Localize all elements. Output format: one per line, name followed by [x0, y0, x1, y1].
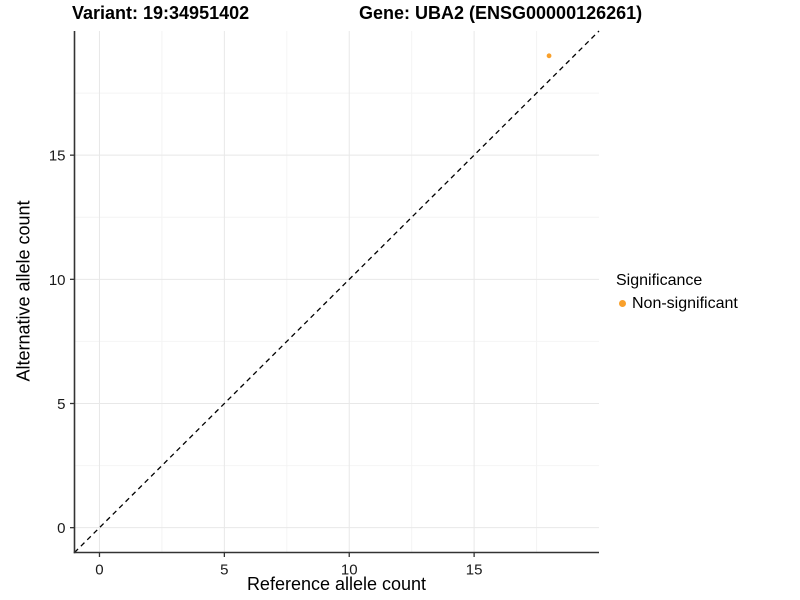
x-tick-label: 0	[95, 562, 103, 579]
legend-item-label: Non-significant	[632, 294, 738, 312]
y-tick-label: 5	[57, 396, 65, 413]
x-tick-label: 5	[220, 562, 228, 579]
x-tick-label: 10	[341, 562, 358, 579]
y-tick-label: 15	[49, 148, 66, 165]
gene-title: Gene: UBA2 (ENSG00000126261)	[359, 3, 643, 23]
legend: Significance Non-significant	[616, 272, 738, 313]
x-axis-title: Reference allele count	[246, 574, 427, 594]
legend-point-icon	[619, 300, 626, 307]
y-axis-title: Alternative allele count	[13, 200, 34, 382]
x-tick-label: 15	[466, 562, 483, 579]
y-tick-label: 10	[49, 272, 66, 289]
identity-reference-line	[74, 30, 600, 553]
y-tick-label: 0	[57, 520, 65, 537]
legend-title: Significance	[616, 272, 703, 289]
legend-item-non-significant: Non-significant	[616, 294, 738, 313]
variant-title: Variant: 19:34951402	[72, 3, 250, 23]
data-point	[546, 53, 552, 59]
